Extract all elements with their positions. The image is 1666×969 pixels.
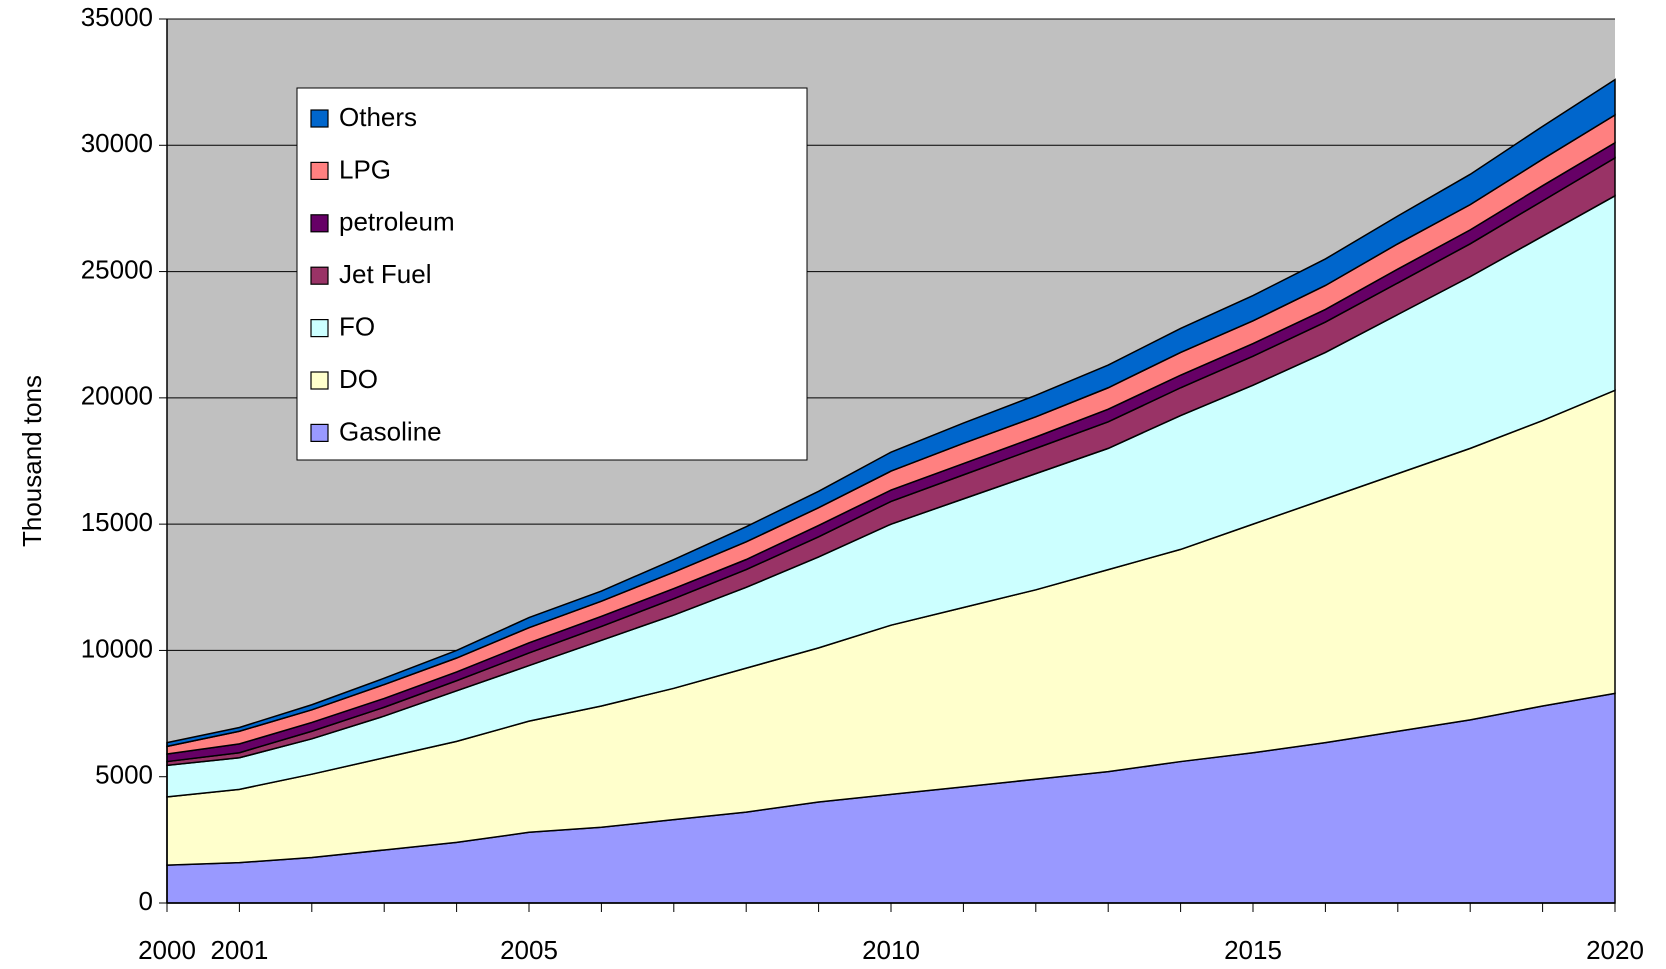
y-tick-label: 10000 — [81, 633, 153, 663]
legend-label: LPG — [339, 154, 391, 184]
chart: Thousand tons 0 5000 10000 15000 20000 25000 3… — [0, 0, 1666, 969]
legend-swatch — [311, 162, 328, 179]
legend-swatch — [311, 424, 328, 441]
y-tick-label: 20000 — [81, 381, 153, 411]
legend: Others LPG petroleum Jet Fuel FO DO Gasoline — [297, 88, 807, 460]
legend-swatch — [311, 215, 328, 232]
y-tick-label: 25000 — [81, 254, 153, 284]
y-tick-label: 5000 — [95, 760, 153, 790]
x-tick-label: 2005 — [500, 935, 558, 965]
x-tick-label: 2000 — [138, 935, 196, 965]
y-tick-label: 0 — [139, 886, 153, 916]
x-tick-label: 2010 — [862, 935, 920, 965]
legend-swatch — [311, 267, 328, 284]
y-tick-label: 15000 — [81, 507, 153, 537]
y-axis-title: Thousand tons — [17, 375, 47, 547]
legend-label: Others — [339, 102, 417, 132]
x-tick-label: 2015 — [1224, 935, 1282, 965]
legend-label: FO — [339, 311, 375, 341]
legend-label: petroleum — [339, 207, 455, 237]
legend-swatch — [311, 110, 328, 127]
legend-swatch — [311, 320, 328, 337]
legend-label: Jet Fuel — [339, 259, 432, 289]
x-tick-label: 2001 — [210, 935, 268, 965]
legend-label: DO — [339, 364, 378, 394]
y-tick-label: 30000 — [81, 128, 153, 158]
y-tick-label: 35000 — [81, 2, 153, 32]
legend-swatch — [311, 372, 328, 389]
legend-label: Gasoline — [339, 416, 442, 446]
x-tick-label: 2020 — [1586, 935, 1644, 965]
